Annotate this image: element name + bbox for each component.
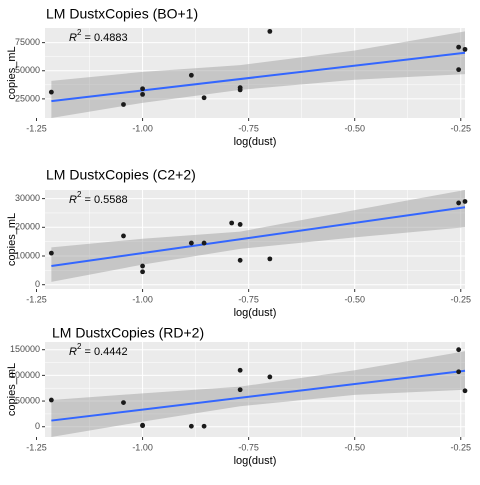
data-point [121,233,126,239]
y-tick-label: 20000 [15,222,40,232]
x-axis-title: log(dust) [234,455,277,467]
data-point [456,369,462,375]
y-axis-title: copies_mL [6,363,18,416]
r-squared-annotation: R2 = 0.4442 [69,342,128,358]
x-tick-label: -1.25 [26,123,47,133]
y-axis-title: copies_mL [6,46,18,99]
r-squared-symbol: R [69,194,77,206]
x-tick-label: -1.00 [132,294,153,304]
data-point [462,46,468,52]
data-point [140,422,145,428]
r-squared-symbol: R [69,346,77,358]
data-point [48,250,54,256]
data-point [237,257,243,263]
r-squared-annotation: R2 = 0.4883 [69,28,128,44]
data-point [237,87,243,93]
y-tick-label: 100000 [10,370,40,380]
x-axis-title: log(dust) [234,307,277,319]
confidence-band [51,31,465,118]
x-tick-label: -0.50 [344,294,365,304]
x-tick-label: -0.25 [450,123,471,133]
data-point [201,95,207,101]
chart-panel-2: LM DustxCopies (C2+2) R2 = 0.5588 -1.25 -1.… [6,167,471,319]
y-tick-label: 25000 [15,93,40,103]
x-tick-label: -1.25 [26,442,47,452]
plot-area [45,342,465,437]
data-point [140,86,145,92]
y-tick-label: 30000 [15,193,40,203]
regression-line [51,369,466,422]
y-tick-label: 50000 [15,395,40,405]
r-squared-superscript: 2 [77,190,82,199]
data-point [462,199,468,204]
chart-title: LM DustxCopies (C2+2) [46,167,196,183]
x-tick-label: -0.75 [238,442,259,452]
x-tick-label: -0.25 [450,294,471,304]
x-axis-title: log(dust) [234,136,277,148]
data-point [140,91,145,97]
data-point [456,200,462,206]
data-point [267,374,273,380]
y-tick-label: 0 [35,421,40,431]
x-tick-label: -0.25 [450,442,471,452]
y-axis-title: copies_mL [6,213,18,266]
r-squared-value: = 0.4442 [81,346,127,358]
data-point [121,400,126,405]
data-point [267,28,273,34]
data-point [201,240,207,246]
data-point [456,44,462,50]
x-tick-label: -1.00 [132,123,153,133]
x-tick-label: -1.00 [132,442,153,452]
data-point [456,67,462,73]
chart-title: LM DustxCopies (BO+1) [46,6,198,22]
r-squared-value: = 0.5588 [81,194,127,206]
data-point [237,222,243,227]
x-tick-label: -0.50 [344,123,365,133]
y-tick-label: 0 [35,279,40,289]
data-point [456,347,462,353]
x-tick-label: -1.25 [26,294,47,304]
x-tick-label: -0.50 [344,442,365,452]
data-point [188,423,194,429]
data-point [229,220,235,226]
y-tick-label: 150000 [10,344,40,354]
x-tick-label: -0.75 [238,123,259,133]
y-tick-label: 10000 [15,250,40,260]
r-squared-superscript: 2 [77,28,82,37]
data-point [48,397,54,403]
r-squared-symbol: R [69,32,77,44]
regression-line [51,206,466,268]
data-point [48,89,54,95]
chart-panel-3: LM DustxCopies (RD+2)R2 = 0.4442-1.25 -1.… [6,325,471,467]
y-tick-label: 75000 [15,37,40,47]
data-point [462,388,468,394]
chart-panel-1: LM DustxCopies (BO+1) R2 = 0.4883 -1.25 -1.… [6,6,471,148]
data-point [201,423,207,429]
data-point [140,269,145,275]
chart-title: LM DustxCopies (RD+2) [52,325,204,341]
data-point [140,263,145,269]
r-squared-superscript: 2 [77,342,82,351]
data-point [237,387,243,393]
data-point [267,256,273,262]
plot-area [45,190,465,289]
data-point [188,72,194,78]
r-squared-value: = 0.4883 [81,32,127,44]
data-point [188,240,194,246]
data-point [237,367,243,373]
data-point [121,102,126,107]
y-tick-label: 50000 [15,65,40,75]
confidence-band [51,351,465,437]
r-squared-annotation: R2 = 0.5588 [69,190,128,206]
regression-line [51,51,466,103]
x-tick-label: -0.75 [238,294,259,304]
